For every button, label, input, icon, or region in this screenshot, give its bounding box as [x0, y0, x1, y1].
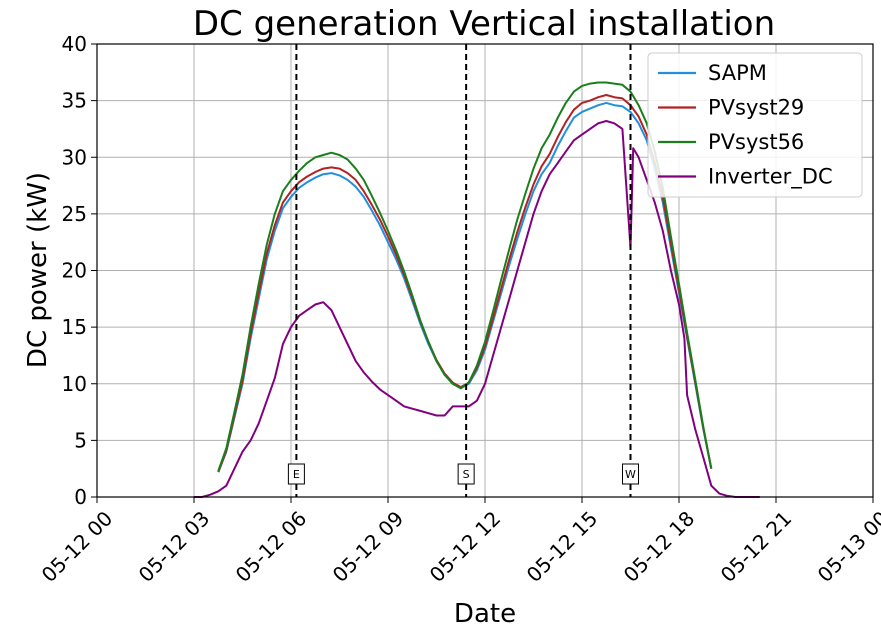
- chart-title: DC generation Vertical installation: [193, 4, 775, 44]
- series-line-inverter-dc: [194, 120, 760, 498]
- legend-label: Inverter_DC: [708, 165, 833, 190]
- y-tick-label: 20: [62, 259, 87, 283]
- legend-label: PVsyst29: [708, 96, 804, 120]
- y-axis-label: DC power (kW): [23, 172, 53, 368]
- legend-box: [647, 52, 863, 198]
- marker-label-s: S: [463, 468, 470, 481]
- y-tick-label: 10: [62, 372, 87, 396]
- y-tick-label: 15: [62, 315, 87, 339]
- marker-box-e: [287, 463, 305, 485]
- marker-box-w: [622, 463, 639, 485]
- x-axis-label: Date: [454, 599, 516, 629]
- y-tick-label: 30: [62, 145, 87, 169]
- legend-label: SAPM: [708, 61, 767, 85]
- y-tick-label: 25: [62, 202, 87, 226]
- series-line-pvsyst56: [217, 81, 713, 472]
- marker-box-s: [457, 463, 475, 485]
- y-tick-label: 40: [62, 32, 87, 56]
- marker-label-e: E: [293, 468, 300, 481]
- series-layer: [194, 81, 760, 498]
- y-tick-label: 0: [74, 485, 87, 509]
- y-tick-label: 35: [62, 89, 87, 113]
- y-tick-label: 5: [74, 428, 87, 452]
- legend: SAPM PVsyst29 PVsyst56 Inverter_DC: [647, 52, 863, 198]
- marker-label-w: W: [625, 468, 636, 481]
- legend-label: PVsyst56: [708, 130, 804, 154]
